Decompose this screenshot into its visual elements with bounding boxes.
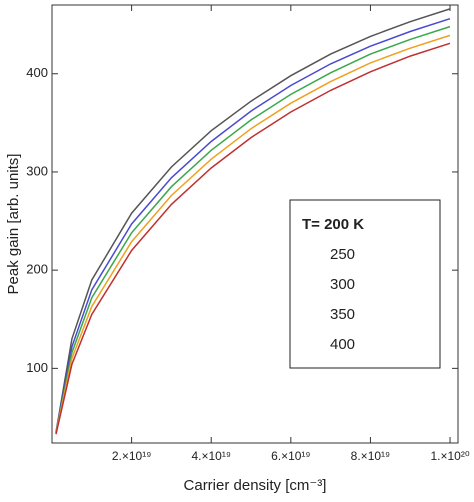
legend-label: 300 [330,276,355,293]
y-tick-label: 200 [26,262,48,277]
legend-label: 400 [330,336,355,353]
line [55,42,451,435]
x-tick-label: 6.×10¹⁹ [271,449,311,463]
x-tick-label: 1.×10²⁰ [430,449,469,463]
legend-label: 250 [330,246,355,263]
y-tick-label: 100 [26,360,48,375]
x-axis-label: Carrier density [cm⁻³] [184,477,327,494]
x-tick-label: 4.×10¹⁹ [191,449,231,463]
legend-box [289,199,441,369]
line [55,25,451,434]
legend-label: 350 [330,306,355,323]
y-tick-label: 300 [26,163,48,178]
y-tick-label: 400 [26,65,48,80]
legend-label: T= 200 K [302,216,364,233]
line [55,34,451,434]
x-tick-label: 8.×10¹⁹ [351,449,391,463]
plot-frame [51,4,459,444]
x-tick-label: 2.×10¹⁹ [112,449,152,463]
y-axis-label: Peak gain [arb. units] [5,154,22,295]
line [55,8,451,433]
line [55,17,451,433]
